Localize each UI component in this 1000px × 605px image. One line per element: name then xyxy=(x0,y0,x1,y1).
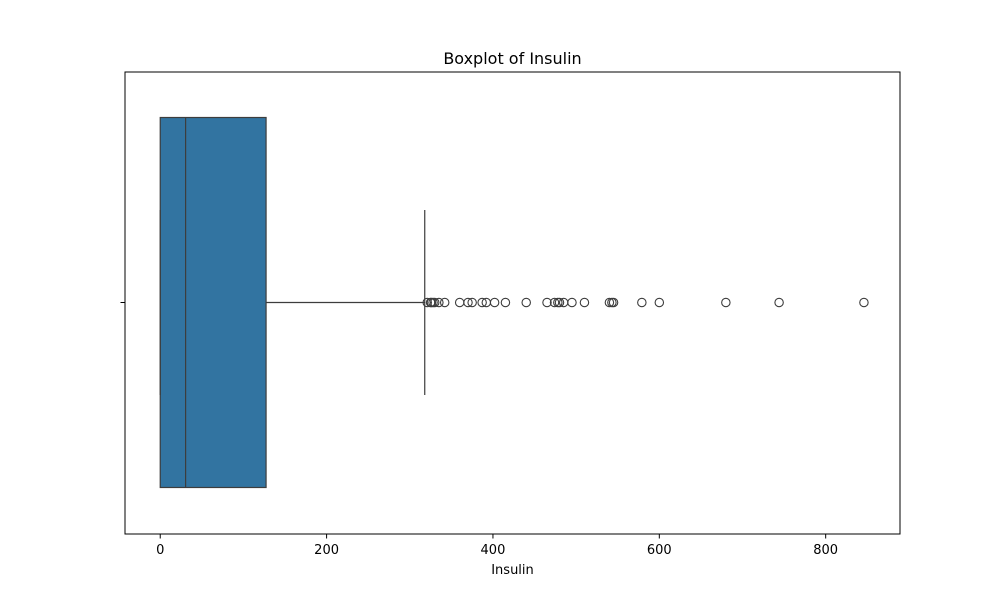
outlier-point xyxy=(521,297,531,308)
outlier-point xyxy=(637,297,647,308)
outlier-point xyxy=(721,297,731,308)
x-tick-label: 800 xyxy=(813,543,838,558)
outlier-point xyxy=(542,297,552,308)
outlier-point xyxy=(500,297,511,308)
outlier-point xyxy=(774,297,784,308)
x-tick-label: 0 xyxy=(156,543,164,558)
outlier-point xyxy=(549,297,560,308)
outlier-point xyxy=(579,297,590,308)
x-tick-label: 600 xyxy=(647,543,672,558)
outlier-point xyxy=(429,297,440,308)
chart-title: Boxplot of Insulin xyxy=(443,49,581,68)
outlier-point xyxy=(434,297,444,308)
x-tick-label: 200 xyxy=(314,543,339,558)
outlier-point xyxy=(454,297,465,308)
iqr-box xyxy=(159,116,267,489)
outlier-point xyxy=(489,297,500,308)
plot-area xyxy=(159,116,869,489)
outlier-point xyxy=(859,297,869,308)
outlier-point xyxy=(439,297,450,308)
outlier-point xyxy=(604,297,615,308)
x-axis-label: Insulin xyxy=(491,563,534,578)
outlier-point xyxy=(554,297,565,308)
outlier-point xyxy=(463,297,473,308)
outlier-point xyxy=(422,297,432,308)
outlier-point xyxy=(608,297,619,308)
outlier-point xyxy=(654,297,665,308)
outlier-point xyxy=(567,297,577,308)
outlier-point xyxy=(477,297,487,308)
x-tick-label: 400 xyxy=(481,543,506,558)
outlier-point xyxy=(467,297,477,308)
x-axis: 0 200 400 600 800 xyxy=(120,302,838,558)
